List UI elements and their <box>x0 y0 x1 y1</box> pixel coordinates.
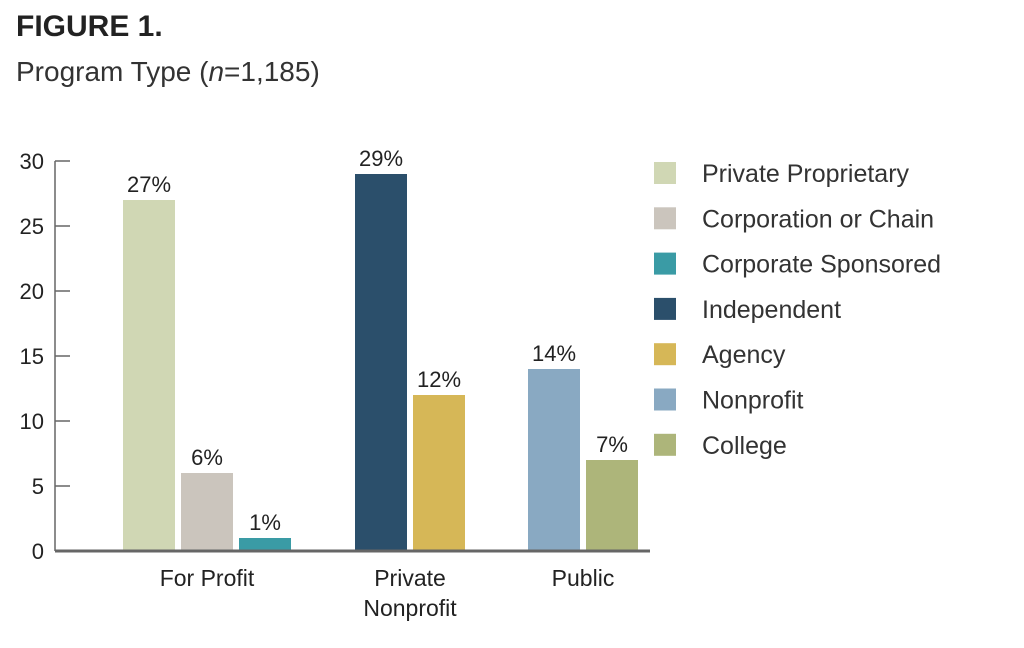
bar-corporation-or-chain <box>181 473 233 551</box>
bar-value-label: 29% <box>359 146 403 171</box>
title-prefix: Program Type ( <box>16 56 209 87</box>
y-tick-label: 15 <box>20 344 44 369</box>
legend-swatch <box>654 252 676 275</box>
legend: Private Proprietary Corporation or Chain C… <box>654 160 941 460</box>
y-tick-label: 30 <box>20 149 44 174</box>
legend-swatch <box>654 343 676 366</box>
bar-corporate-sponsored <box>239 538 291 551</box>
bar-value-label: 7% <box>596 432 628 457</box>
y-tick-label: 20 <box>20 279 44 304</box>
y-tick-label: 25 <box>20 214 44 239</box>
x-category-label: Nonprofit <box>363 595 457 621</box>
bar-college <box>586 460 638 551</box>
bar-private-proprietary <box>123 200 175 551</box>
bar-nonprofit <box>528 369 580 551</box>
chart-title: Program Type (n=1,185) <box>16 56 320 88</box>
bar-value-label: 1% <box>249 510 281 535</box>
legend-swatch <box>654 207 676 230</box>
legend-label: Independent <box>702 296 841 324</box>
legend-label: Agency <box>702 341 786 369</box>
x-category-label: Private <box>374 565 446 591</box>
bar-value-label: 12% <box>417 367 461 392</box>
legend-swatch <box>654 162 676 184</box>
legend-label: Corporate Sponsored <box>702 251 941 279</box>
legend-swatch <box>654 433 676 456</box>
legend-swatch <box>654 297 676 320</box>
figure-label: FIGURE 1. <box>16 10 163 43</box>
title-suffix: =1,185) <box>224 56 320 87</box>
bar-independent <box>355 174 407 551</box>
bar-value-label: 27% <box>127 172 171 197</box>
x-axis-labels: For Profit Private Nonprofit Public <box>160 565 615 621</box>
legend-label: Corporation or Chain <box>702 205 934 233</box>
y-tick-label: 0 <box>32 539 44 564</box>
legend-label: Private Proprietary <box>702 160 910 188</box>
bar-value-label: 14% <box>532 341 576 366</box>
y-tick-label: 5 <box>32 474 44 499</box>
legend-label: Nonprofit <box>702 387 803 415</box>
title-n: n <box>208 56 225 87</box>
x-category-label: For Profit <box>160 565 255 591</box>
x-category-label: Public <box>552 565 615 591</box>
y-axis: 0 5 10 15 20 25 30 <box>20 149 70 564</box>
bars-layer: 27% 6% 1% 29% 12% 14% 7% <box>55 146 650 553</box>
legend-swatch <box>654 388 676 411</box>
bar-value-label: 6% <box>191 445 223 470</box>
legend-label: College <box>702 432 787 460</box>
y-tick-label: 10 <box>20 409 44 434</box>
bar-agency <box>413 395 465 551</box>
